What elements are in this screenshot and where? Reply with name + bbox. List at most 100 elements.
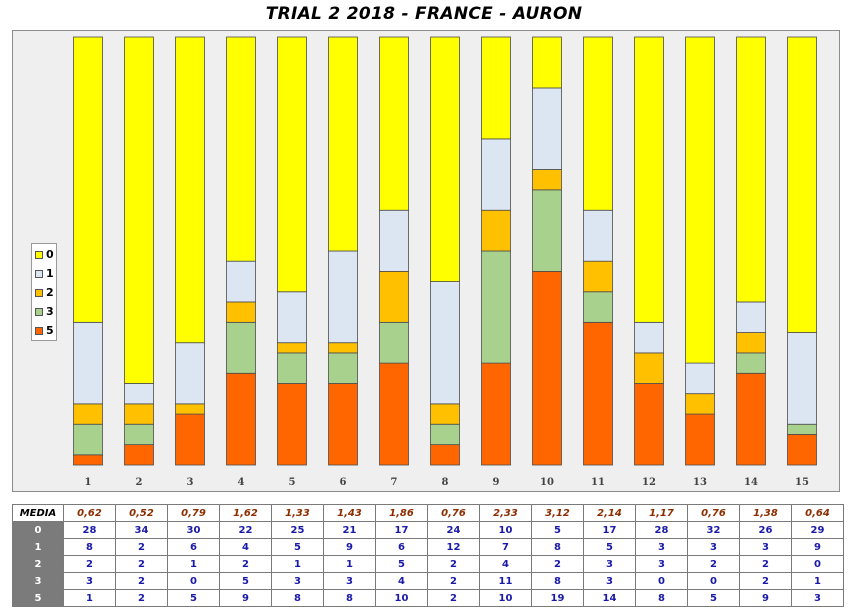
table-cell: 25 [271,521,324,539]
table-cell: 4 [479,555,532,573]
bar-segment-0-cat-13 [685,36,715,364]
table-row-3: 3 3 2 0 5 3 3 4 2 11 8 3 0 0 2 1 [12,572,844,590]
table-cell: 30 [167,521,220,539]
table-cell: 19 [531,589,584,607]
row-header: 0 [12,521,64,539]
bar-segment-5-cat-1 [73,454,103,466]
bar-segment-2-cat-3 [175,403,205,415]
row-header: 3 [12,572,64,590]
table-cell: 26 [739,521,792,539]
table-cell: 1 [271,555,324,573]
bar-segment-2-cat-11 [583,260,613,293]
bar-segment-1-cat-13 [685,362,715,395]
bar-segment-1-cat-14 [736,301,766,333]
bar-segment-2-cat-4 [226,301,256,323]
row-header: 2 [12,555,64,573]
bar-segment-5-cat-2 [124,444,154,466]
x-tick-label: 6 [340,477,347,488]
bar-segment-5-cat-8 [430,444,460,466]
table-cell: 9 [323,538,376,556]
table-cell: 3,12 [531,504,584,522]
x-tick-label: 4 [238,477,245,488]
x-tick-label: 11 [591,477,605,488]
table-cell: 0,76 [427,504,480,522]
table-cell: 0,64 [791,504,844,522]
table-cell: 0,52 [115,504,168,522]
table-cell: 5 [219,572,272,590]
bar-segment-1-cat-11 [583,209,613,262]
bar-segment-2-cat-1 [73,403,103,425]
bar-segment-0-cat-14 [736,36,766,303]
table-cell: 1,38 [739,504,792,522]
bar-segment-1-cat-4 [226,260,256,303]
table-cell: 32 [687,521,740,539]
bar-segment-2-cat-12 [634,352,664,384]
table-cell: 1 [63,589,116,607]
table-cell: 0,76 [687,504,740,522]
bar-segment-3-cat-5 [277,352,307,384]
table-cell: 28 [63,521,116,539]
table-cell: 3 [63,572,116,590]
table-cell: 3 [635,538,688,556]
table-cell: 6 [375,538,428,556]
bar-segment-0-cat-1 [73,36,103,323]
legend: 0 1 2 3 5 [31,243,57,341]
table-cell: 14 [583,589,636,607]
x-tick-label: 7 [391,477,398,488]
x-tick-label: 8 [442,477,449,488]
bar-segment-3-cat-2 [124,423,154,446]
bar-segment-3-cat-15 [787,423,817,435]
bar-segment-3-cat-8 [430,423,460,446]
table-cell: 2 [115,589,168,607]
table-cell: 1 [791,572,844,590]
table-cell: 9 [219,589,272,607]
bar-segment-5-cat-14 [736,372,766,466]
legend-swatch [35,308,43,316]
table-cell: 8 [323,589,376,607]
bar-segment-1-cat-1 [73,321,103,405]
legend-label: 3 [46,305,54,318]
row-header: MEDIA [12,504,64,522]
table-cell: 5 [531,521,584,539]
x-tick-label: 14 [744,477,758,488]
table-cell: 1 [167,555,220,573]
table-cell: 22 [219,521,272,539]
table-cell: 10 [479,521,532,539]
bar-segment-3-cat-10 [532,189,562,272]
bar-segment-5-cat-3 [175,413,205,466]
bar-segment-1-cat-15 [787,332,817,425]
table-row-1: 1 8 2 6 4 5 9 6 12 7 8 5 3 3 3 9 [12,538,844,556]
table-cell: 2 [739,572,792,590]
bar-segment-0-cat-4 [226,36,256,262]
x-tick-label: 10 [540,477,554,488]
table-cell: 9 [739,589,792,607]
bar-segment-1-cat-2 [124,383,154,405]
media-row: MEDIA 0,62 0,52 0,79 1,62 1,33 1,43 1,86 0,76 2,3… [12,504,844,522]
bar-segment-3-cat-6 [328,352,358,384]
bar-segment-5-cat-5 [277,383,307,466]
bar-segment-1-cat-10 [532,87,562,170]
table-cell: 5 [583,538,636,556]
row-header: 5 [12,589,64,607]
bar-segment-2-cat-6 [328,342,358,354]
bar-segment-0-cat-8 [430,36,460,282]
x-tick-label: 1 [85,477,92,488]
table-cell: 17 [375,521,428,539]
bar-segment-1-cat-12 [634,321,664,354]
table-cell: 6 [167,538,220,556]
table-cell: 21 [323,521,376,539]
legend-label: 2 [46,286,54,299]
table-cell: 2 [115,572,168,590]
bar-segment-2-cat-14 [736,332,766,354]
legend-swatch [35,251,43,259]
table-cell: 2 [427,572,480,590]
table-cell: 1,43 [323,504,376,522]
bar-segment-5-cat-9 [481,362,511,466]
bar-segment-0-cat-9 [481,36,511,140]
table-cell: 2 [427,555,480,573]
bar-segment-1-cat-6 [328,250,358,344]
bar-segment-2-cat-9 [481,209,511,252]
x-tick-label: 13 [693,477,707,488]
table-cell: 0 [791,555,844,573]
bar-segment-5-cat-7 [379,362,409,466]
